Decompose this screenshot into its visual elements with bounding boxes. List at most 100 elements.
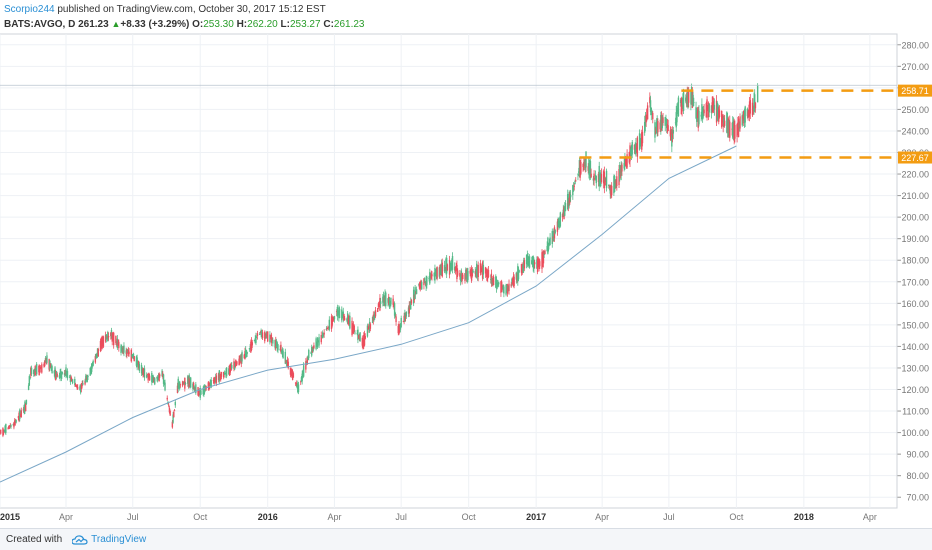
candle-body [251, 342, 254, 346]
candle-body [187, 376, 189, 384]
candle-body [159, 374, 161, 376]
candle-body [363, 335, 365, 347]
candle-body [30, 367, 32, 376]
candle-body [378, 303, 380, 306]
candle-body [246, 352, 248, 355]
candle-body [300, 377, 303, 382]
candle-body [492, 276, 495, 286]
candle-body [573, 185, 575, 187]
candle-body [445, 257, 448, 274]
candle-body [539, 261, 541, 267]
price-chart[interactable]: 70.00 80.00 90.00 100.00 110.00 120.00 130.00 1… [0, 0, 932, 528]
candle-body [123, 345, 125, 353]
candle-body [593, 173, 595, 181]
candle-body [250, 340, 253, 351]
candle-body [209, 379, 212, 388]
candle-body [496, 282, 498, 287]
candle-body [492, 279, 494, 283]
candle-body [24, 404, 27, 412]
candle-body [151, 372, 153, 383]
candle-body [507, 285, 509, 288]
tradingview-brand[interactable]: TradingView [66, 534, 146, 545]
chart-header: Scorpio244 published on TradingView.com,… [4, 2, 365, 32]
candle-body [8, 427, 11, 429]
candle-body [383, 297, 386, 303]
candle-body [117, 342, 119, 346]
candle-body [456, 270, 459, 276]
candle-body [312, 347, 314, 352]
candle-body [163, 381, 165, 383]
candle-body [498, 282, 500, 285]
candle-body [543, 254, 545, 255]
candle-body [364, 335, 366, 339]
candle-body [700, 114, 702, 117]
candle-body [50, 366, 53, 370]
candle-body [574, 181, 576, 185]
candle-body [690, 90, 692, 105]
candle-body [317, 340, 320, 343]
candle-body [184, 377, 186, 389]
candle-body [397, 326, 399, 334]
candle-body [415, 292, 417, 294]
candle-body [167, 404, 170, 406]
candle-body [55, 370, 57, 381]
candle-body [526, 254, 529, 264]
candle-body [461, 274, 463, 282]
candle-body [326, 327, 328, 330]
candle-body [264, 333, 267, 337]
candle-body [756, 85, 759, 103]
candle-body [100, 338, 102, 350]
candle-body [681, 99, 683, 112]
candle-body [717, 104, 719, 120]
candle-body [685, 97, 687, 102]
candle-body [716, 102, 719, 120]
candle-body [322, 333, 325, 336]
candle-body [372, 314, 375, 321]
candle-body [701, 108, 704, 120]
candle-body [94, 356, 97, 363]
candle-body [153, 377, 155, 383]
author-link[interactable]: Scorpio244 [4, 4, 55, 15]
candle-body [249, 346, 251, 348]
candle-body [387, 298, 389, 303]
x-tick-label: Jul [127, 512, 139, 522]
candle-body [239, 355, 242, 362]
candle-body [644, 117, 647, 127]
candle-body [322, 332, 324, 339]
candle-body [645, 115, 647, 123]
x-tick-label: Apr [863, 512, 877, 522]
candle-body [44, 360, 46, 366]
candle-body [553, 227, 556, 239]
cloud-logo-icon [72, 534, 88, 545]
candle-body [737, 122, 739, 131]
candle-body [729, 121, 731, 138]
candle-body [613, 176, 615, 194]
candle-body [151, 375, 154, 383]
candle-body [84, 380, 86, 385]
candle-body [583, 160, 586, 167]
y-tick-label: 70.00 [906, 493, 929, 503]
candle-body [449, 262, 452, 272]
candle-body [399, 324, 401, 330]
publish-info: published on TradingView.com, October 30… [54, 4, 326, 15]
candle-body [56, 373, 58, 377]
candle-body [722, 119, 724, 127]
candle-body [214, 378, 216, 381]
candle-body [306, 356, 309, 365]
candle-body [656, 121, 658, 133]
candle-body [269, 334, 271, 343]
candle-body [696, 111, 699, 119]
candle-body [597, 173, 600, 183]
candle-body [127, 349, 130, 355]
candle-body [195, 384, 197, 394]
candle-body [39, 366, 42, 370]
candle-body [344, 318, 346, 320]
candle-body [599, 175, 601, 186]
candle-body [35, 368, 37, 371]
candle-body [333, 316, 335, 321]
candle-body [280, 344, 282, 353]
candle-body [143, 368, 146, 378]
candle-body [553, 230, 555, 242]
candle-body [292, 373, 295, 378]
